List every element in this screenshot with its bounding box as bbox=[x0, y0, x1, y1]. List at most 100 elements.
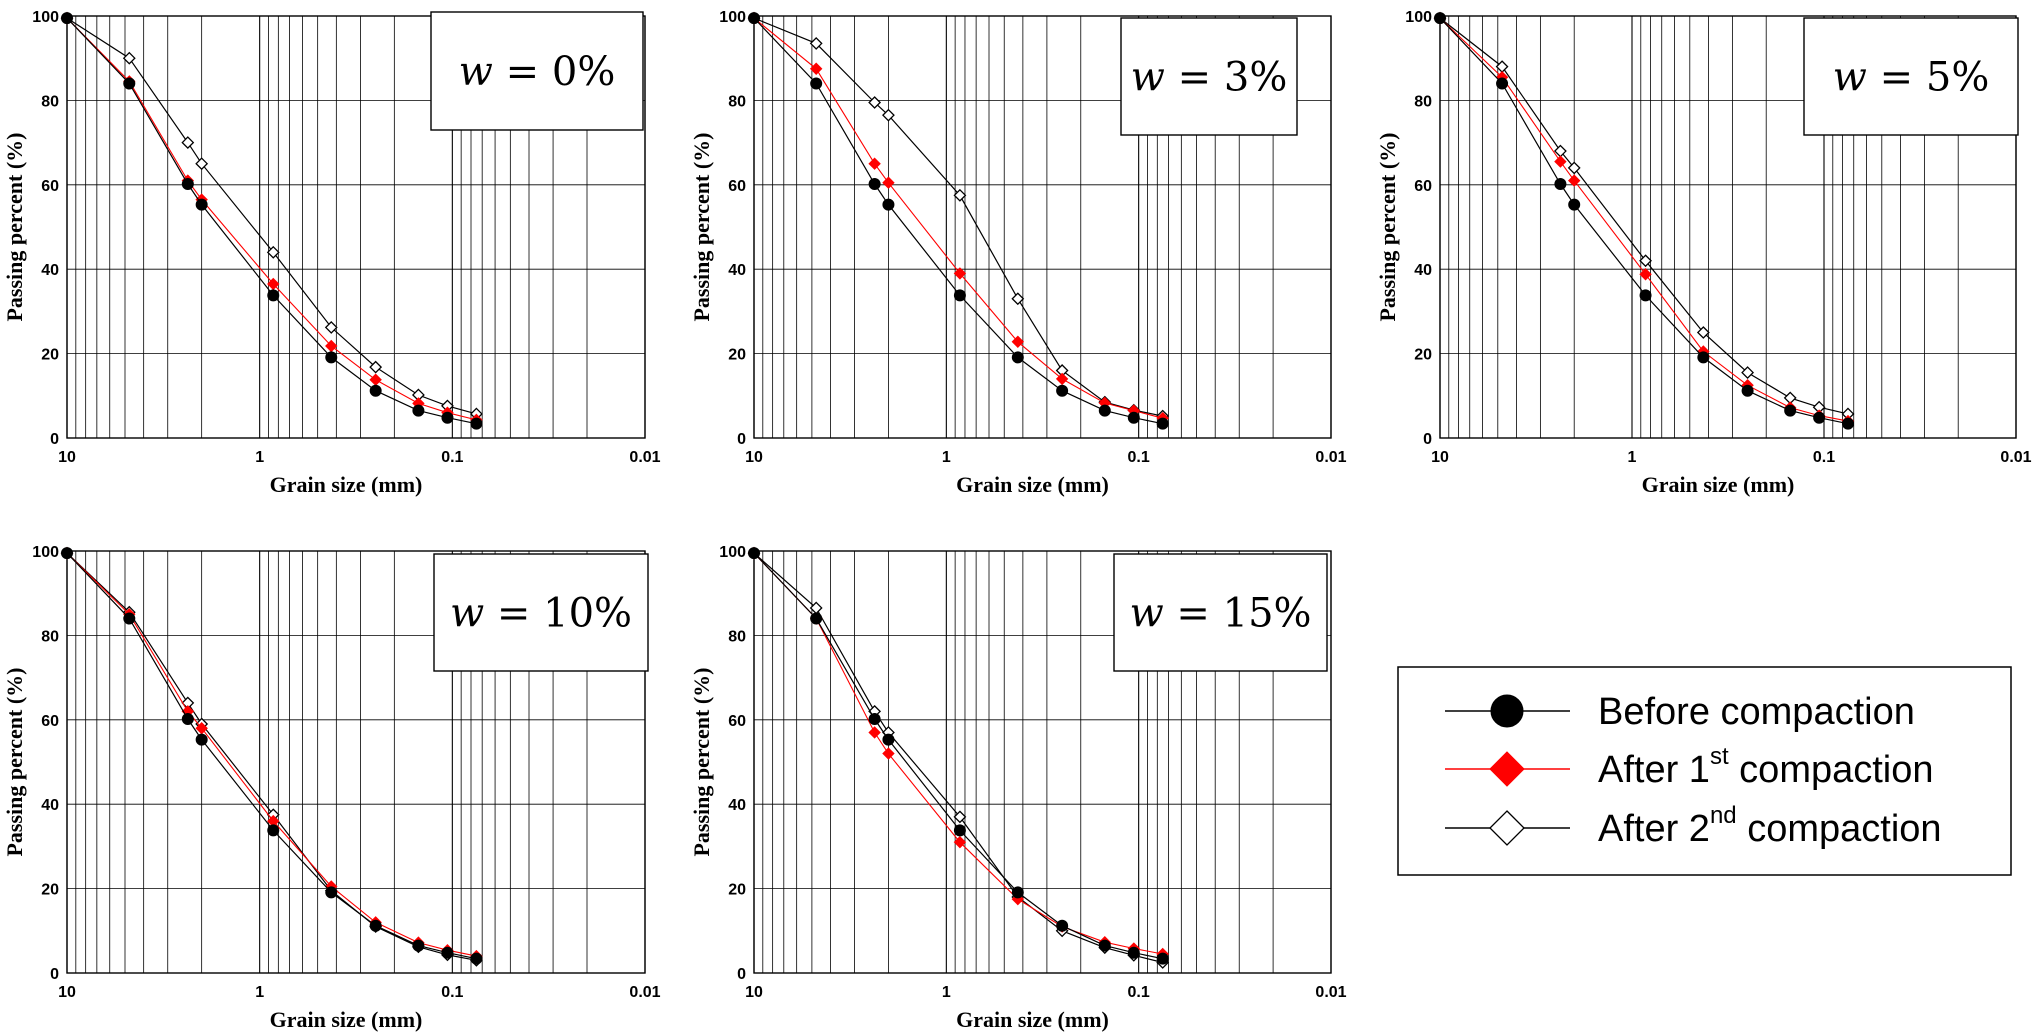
data-point-before bbox=[325, 351, 338, 364]
data-point-before bbox=[61, 12, 73, 25]
series-line-before bbox=[66, 17, 477, 425]
moisture-label-frame bbox=[1113, 553, 1328, 672]
moisture-label-box: w = 15% bbox=[1113, 553, 1328, 672]
data-point-before bbox=[1784, 404, 1797, 417]
x-tick-label: 0.1 bbox=[441, 449, 463, 466]
data-point-before bbox=[123, 77, 136, 90]
data-point-after1 bbox=[953, 267, 967, 280]
data-point-before bbox=[369, 384, 382, 397]
series-line-after2 bbox=[753, 552, 1163, 964]
series-line-after2 bbox=[1439, 17, 1849, 415]
x-tick-label: 1 bbox=[255, 984, 264, 1001]
series-line-after1 bbox=[753, 17, 1163, 419]
x-tick-label: 0.1 bbox=[1128, 984, 1150, 1001]
data-point-after1 bbox=[1567, 174, 1581, 187]
x-tick-label: 1 bbox=[942, 449, 951, 466]
plot-frame bbox=[753, 15, 1332, 439]
series-line-before bbox=[66, 552, 477, 960]
y-tick-label: 40 bbox=[728, 797, 746, 814]
y-tick-label: 100 bbox=[32, 544, 59, 561]
data-point-after1 bbox=[868, 157, 881, 170]
y-tick-label: 20 bbox=[41, 882, 59, 899]
data-point-before bbox=[1496, 77, 1509, 90]
y-tick-label: 60 bbox=[1414, 178, 1432, 195]
data-point-before bbox=[1127, 946, 1140, 959]
x-axis-label: Grain size (mm) bbox=[956, 472, 1109, 497]
data-point-after2 bbox=[195, 157, 209, 171]
data-point-before bbox=[1156, 952, 1169, 965]
x-tick-label: 0.1 bbox=[1128, 449, 1150, 466]
x-axis-label: Grain size (mm) bbox=[270, 1007, 423, 1032]
series-before bbox=[61, 12, 483, 430]
data-point-after2 bbox=[122, 51, 136, 65]
y-axis-label: Passing percent (%) bbox=[2, 132, 27, 321]
y-tick-label: 40 bbox=[41, 797, 59, 814]
legend-label: Before compaction bbox=[1598, 691, 1915, 733]
data-point-after1 bbox=[1011, 335, 1025, 348]
data-point-before bbox=[1639, 289, 1652, 302]
moisture-label: w = 15% bbox=[1129, 591, 1311, 637]
data-point-after1 bbox=[809, 62, 823, 75]
data-point-before bbox=[953, 824, 966, 837]
data-point-before bbox=[810, 77, 823, 90]
legend-item-after2: After 2nd compaction bbox=[1445, 802, 1942, 850]
data-point-before bbox=[1098, 404, 1111, 417]
series-line-after1 bbox=[1439, 17, 1849, 422]
moisture-label: w = 0% bbox=[459, 49, 616, 95]
data-point-before bbox=[748, 12, 760, 25]
data-point-before bbox=[267, 824, 280, 837]
data-point-before bbox=[412, 939, 425, 952]
moisture-label: w = 3% bbox=[1131, 55, 1288, 101]
series-before bbox=[61, 547, 483, 965]
data-point-before bbox=[61, 547, 73, 560]
y-tick-label: 20 bbox=[1414, 347, 1432, 364]
legend-marker-after2 bbox=[1489, 810, 1525, 846]
data-point-before bbox=[882, 733, 895, 746]
data-point-after2 bbox=[882, 108, 895, 122]
data-point-before bbox=[1056, 384, 1069, 397]
data-point-before bbox=[441, 411, 454, 424]
x-tick-label: 0.01 bbox=[1315, 984, 1346, 1001]
chart-panel-4: 0 20 40 60 80 100 10 1 0.1 0.01 Grain size (mm) Pas… bbox=[2, 544, 661, 1032]
x-tick-label: 0.1 bbox=[441, 984, 463, 1001]
data-point-after2 bbox=[953, 188, 967, 202]
data-point-after1 bbox=[882, 176, 895, 189]
x-tick-label: 1 bbox=[255, 449, 264, 466]
data-point-before bbox=[267, 289, 280, 302]
y-tick-label: 0 bbox=[50, 966, 59, 983]
data-point-before bbox=[181, 177, 194, 190]
legend-marker-before bbox=[1490, 694, 1524, 728]
data-point-before bbox=[953, 289, 966, 302]
y-tick-label: 100 bbox=[719, 9, 746, 26]
moisture-label: w = 10% bbox=[450, 591, 632, 637]
series-before bbox=[1434, 12, 1854, 430]
data-point-after1 bbox=[1554, 155, 1567, 168]
series-line-after2 bbox=[753, 17, 1163, 417]
y-tick-label: 20 bbox=[41, 347, 59, 364]
chart-panel-2: 0 20 40 60 80 100 10 1 0.1 0.01 Grain size (mm) Pas… bbox=[689, 9, 1347, 497]
y-tick-label: 20 bbox=[728, 347, 746, 364]
y-axis-label: Passing percent (%) bbox=[689, 132, 714, 321]
y-tick-label: 100 bbox=[32, 9, 59, 26]
series-line-after1 bbox=[66, 17, 477, 421]
y-tick-label: 40 bbox=[1414, 262, 1432, 279]
y-tick-label: 40 bbox=[41, 262, 59, 279]
legend-label: After 2nd compaction bbox=[1598, 802, 1942, 850]
x-tick-label: 1 bbox=[942, 984, 951, 1001]
data-point-before bbox=[195, 733, 208, 746]
data-point-before bbox=[1741, 384, 1754, 397]
y-axis-label: Passing percent (%) bbox=[2, 667, 27, 856]
data-point-before bbox=[868, 712, 881, 725]
x-tick-label: 0.01 bbox=[2000, 449, 2031, 466]
data-point-after2 bbox=[809, 37, 823, 50]
y-tick-label: 80 bbox=[41, 628, 59, 645]
y-tick-label: 60 bbox=[41, 713, 59, 730]
data-point-before bbox=[441, 946, 454, 959]
series-line-after1 bbox=[66, 552, 477, 957]
legend-item-after1: After 1st compaction bbox=[1445, 743, 1934, 791]
data-point-after1 bbox=[882, 747, 895, 760]
data-point-before bbox=[1554, 177, 1567, 190]
x-axis-label: Grain size (mm) bbox=[956, 1007, 1109, 1032]
